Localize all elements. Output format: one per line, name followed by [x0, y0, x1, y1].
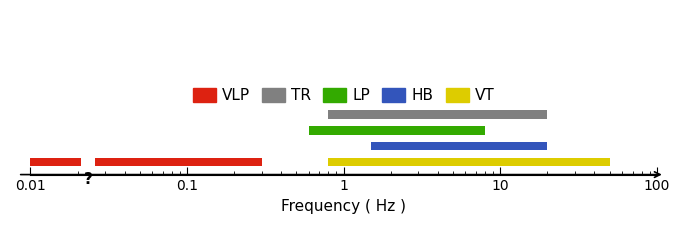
Bar	[328, 110, 547, 119]
Bar	[328, 158, 610, 166]
Text: ?: ?	[84, 172, 92, 187]
Bar	[30, 158, 81, 166]
Bar	[95, 158, 262, 166]
Bar	[371, 142, 547, 150]
Bar	[309, 126, 485, 135]
Legend: VLP, TR, LP, HB, VT: VLP, TR, LP, HB, VT	[186, 82, 501, 109]
X-axis label: Frequency ( Hz ): Frequency ( Hz )	[281, 199, 406, 214]
